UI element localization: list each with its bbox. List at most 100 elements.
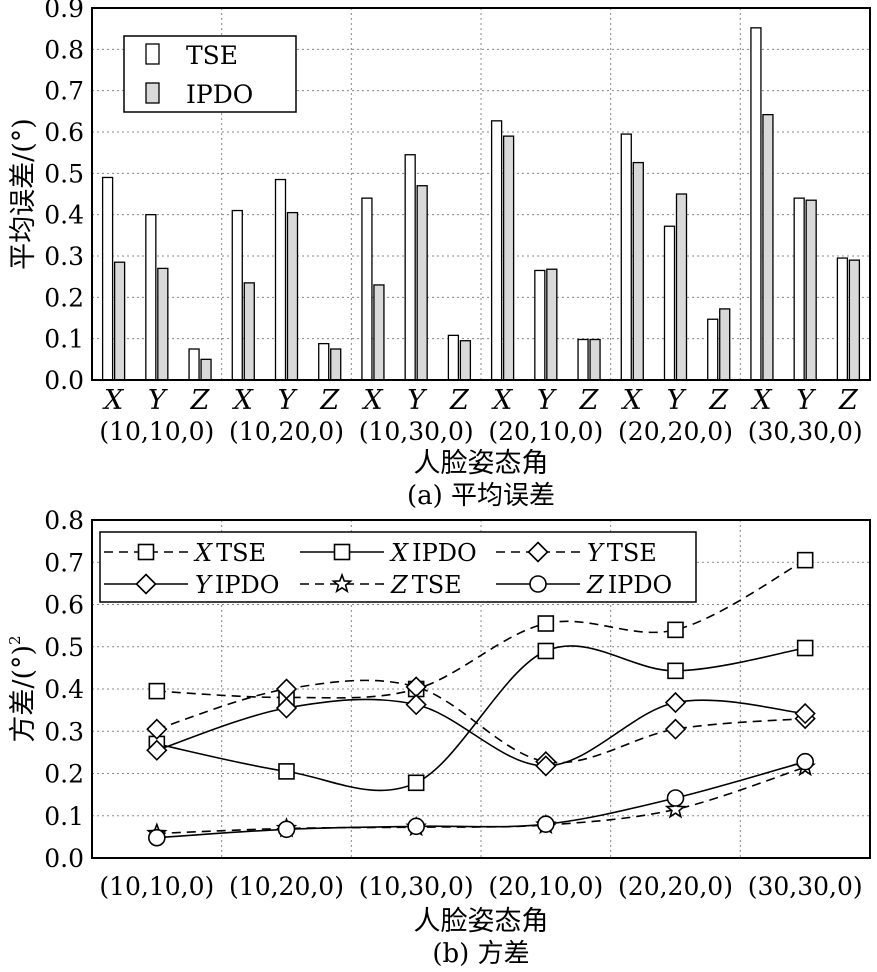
bar-tse-0 [101, 176, 114, 381]
legend-marker-z-ipdo [529, 575, 547, 593]
marker-x-ipdo-5 [796, 639, 814, 657]
bar-chart-caption: (a) 平均误差 [407, 481, 555, 511]
legend-marker-z-tse [331, 572, 353, 594]
bar-y-tick-label: 0.9 [44, 0, 84, 23]
bar-y-tick-label: 0.1 [44, 325, 84, 354]
bar-x-group-label: (30,30,0) [748, 417, 863, 446]
bar-tse-5 [318, 342, 330, 381]
legend-label-y-tse: Y TSE [587, 539, 657, 567]
line-y-axis-label: 方差/(°)2 [6, 635, 39, 742]
line-chart-frame [91, 519, 871, 859]
marker-y-ipdo-5 [794, 702, 816, 725]
bar-tse-4 [274, 178, 287, 381]
marker-x-tse-5 [796, 551, 814, 569]
bar-x-category-label: Y [148, 385, 168, 416]
bar-ipdo-9 [502, 135, 515, 381]
legend-label-z-ipdo: Z IPDO [586, 571, 672, 599]
legend-marker-x-ipdo [333, 543, 351, 561]
line-y-tick-label: 0.3 [44, 717, 84, 746]
bar-y-axis-label: 平均误差/(°) [8, 118, 39, 270]
line-x-tick-label: (10,10,0) [99, 872, 214, 901]
bar-tse-16 [793, 197, 805, 381]
bar-x-category-label: Y [407, 385, 427, 416]
marker-z-ipdo-5 [796, 752, 814, 771]
legend-swatch-ipdo [145, 82, 160, 104]
bar-y-tick-label: 0.6 [44, 118, 84, 147]
bar-chart-frame [91, 7, 871, 381]
line-x-axis-label: 人脸姿态角 [414, 906, 549, 937]
line-series-y-ipdo [156, 698, 806, 767]
marker-z-ipdo-4 [666, 789, 685, 807]
bar-x-category-label: Y [278, 385, 298, 416]
marker-x-tse-4 [667, 621, 684, 639]
bar-y-tick-label: 0.0 [44, 366, 84, 395]
marker-y-ipdo-0 [146, 739, 168, 761]
bar-tse-12 [620, 133, 632, 381]
bar-x-category-label: X [361, 385, 384, 416]
bar-tse-10 [534, 269, 546, 381]
bar-ipdo-10 [546, 268, 558, 381]
bar-ipdo-5 [330, 348, 342, 381]
bar-ipdo-17 [848, 259, 861, 381]
marker-y-ipdo-3 [535, 755, 557, 777]
line-y-tick-label: 0.7 [44, 548, 84, 577]
bar-x-category-label: Y [667, 385, 687, 416]
marker-z-tse-4 [664, 798, 687, 819]
bar-ipdo-12 [632, 161, 644, 381]
marker-y-ipdo-2 [405, 694, 427, 716]
bar-tse-14 [707, 318, 719, 381]
bar-y-tick-label: 0.3 [44, 242, 84, 271]
marker-z-ipdo-3 [537, 815, 555, 834]
bar-x-category-label: Y [537, 385, 557, 416]
bar-y-tick-label: 0.4 [44, 201, 84, 230]
line-series-x-tse [156, 559, 806, 699]
bar-ipdo-13 [675, 193, 688, 381]
line-x-tick-label: (20,20,0) [618, 872, 733, 901]
bar-tse-15 [750, 27, 762, 381]
bar-y-tick-label: 0.7 [44, 77, 84, 106]
line-y-tick-label: 0.6 [44, 591, 84, 620]
bar-x-group-label: (10,20,0) [229, 417, 344, 446]
bar-x-category-label: Z [579, 385, 600, 416]
line-y-tick-label: 0.1 [44, 802, 84, 831]
bar-ipdo-2 [200, 358, 212, 381]
bar-x-category-label: X [232, 385, 255, 416]
line-y-tick-label: 0.2 [44, 760, 84, 789]
bar-ipdo-8 [459, 340, 472, 381]
bar-ipdo-11 [589, 338, 601, 381]
bar-tse-17 [836, 257, 849, 381]
marker-y-tse-4 [664, 718, 687, 740]
marker-x-ipdo-2 [407, 774, 425, 792]
bar-ipdo-15 [762, 113, 774, 381]
bar-x-category-label: X [621, 385, 644, 416]
bar-tse-2 [188, 348, 200, 381]
marker-x-ipdo-1 [278, 763, 295, 780]
bar-ipdo-14 [719, 308, 731, 381]
bar-tse-3 [231, 209, 243, 381]
line-series-x-ipdo [156, 645, 806, 792]
marker-z-ipdo-2 [407, 817, 425, 836]
marker-y-tse-0 [146, 718, 168, 740]
bar-y-tick-label: 0.5 [44, 159, 84, 188]
bar-ipdo-0 [113, 261, 126, 381]
legend-marker-y-ipdo [135, 573, 157, 595]
bar-x-group-label: (20,20,0) [618, 417, 733, 446]
marker-x-ipdo-4 [667, 662, 684, 680]
line-x-tick-label: (30,30,0) [748, 872, 863, 901]
bar-ipdo-4 [286, 211, 299, 381]
bar-x-axis-label: 人脸姿态角 [414, 448, 549, 479]
bar-tse-7 [404, 154, 416, 381]
bar-x-group-label: (10,10,0) [99, 417, 214, 446]
bar-x-category-label: Z [319, 385, 340, 416]
legend-marker-x-tse [137, 543, 155, 561]
line-legend: X TSE X IPDO Y TSE Y IPDO Z TSE Z IPDO [99, 531, 697, 603]
bar-ipdo-16 [805, 199, 817, 381]
bar-x-category-label: Z [838, 385, 859, 416]
bar-ipdo-1 [157, 267, 169, 381]
bar-tse-11 [577, 338, 589, 381]
bar-x-group-label: (10,30,0) [359, 417, 474, 446]
bar-x-group-label: (20,10,0) [488, 417, 603, 446]
line-x-tick-label: (10,30,0) [359, 872, 474, 901]
